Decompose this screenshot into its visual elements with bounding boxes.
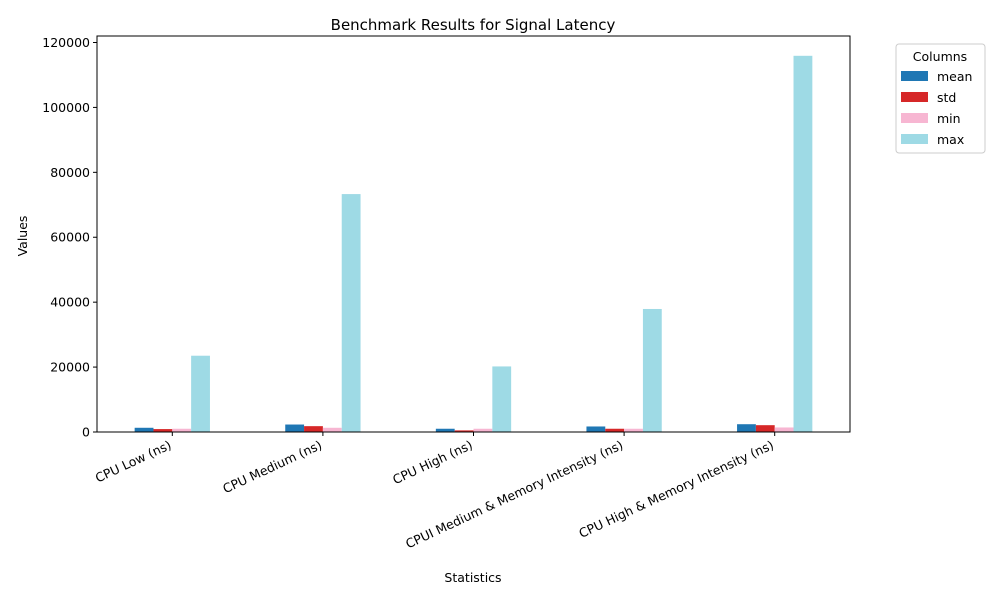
bar-min-4 [774,427,794,432]
bar-mean-0 [134,427,154,432]
y-tick-label-5: 100000 [42,100,90,115]
bar-max-4 [793,55,813,433]
bar-std-1 [304,426,323,432]
legend-items: mean std min max [901,69,972,147]
y-tick-label-4: 80000 [50,165,90,180]
bar-min-1 [322,427,342,432]
y-tick-label-2: 40000 [50,295,90,310]
x-tick-label-2: CPU High (ns) [390,437,475,487]
bar-mean-2 [435,428,455,432]
bar-mean-4 [737,424,756,432]
x-tick-label-1: CPU Medium (ns) [220,437,324,496]
bar-max-1 [341,194,361,432]
y-tick-label-0: 0 [82,425,90,440]
legend-title: Columns [913,49,967,64]
legend-label-min: min [937,111,961,126]
y-tick-label-1: 20000 [50,360,90,375]
y-axis-label: Values [15,216,30,257]
legend-label-max: max [937,132,964,147]
legend-label-mean: mean [937,69,972,84]
y-tick-label-3: 60000 [50,230,90,245]
legend-swatch-max [901,134,928,144]
bar-max-0 [191,355,210,432]
bar-min-2 [473,428,493,432]
x-axis-label: Statistics [444,570,501,585]
chart-title: Benchmark Results for Signal Latency [331,16,616,34]
bar-mean-3 [586,426,606,432]
bar-min-3 [624,428,643,432]
bar-std-0 [153,429,173,432]
bar-mean-1 [285,424,305,432]
legend: Columns mean std min max [895,43,986,154]
legend-label-std: std [937,90,956,105]
legend-swatch-mean [901,71,928,81]
bar-std-3 [605,428,625,432]
bar-std-2 [454,430,474,432]
legend-swatch-std [901,92,928,102]
bar-max-3 [642,308,662,432]
y-tick-label-6: 120000 [42,35,90,50]
bar-max-2 [492,366,512,432]
bar-std-4 [755,425,775,432]
x-tick-label-0: CPU Low (ns) [93,437,174,485]
plot-area: 0 20000 40000 60000 80000 100000 120000 CPU Low… [42,35,851,551]
legend-swatch-min [901,113,928,123]
bar-min-0 [172,428,192,432]
